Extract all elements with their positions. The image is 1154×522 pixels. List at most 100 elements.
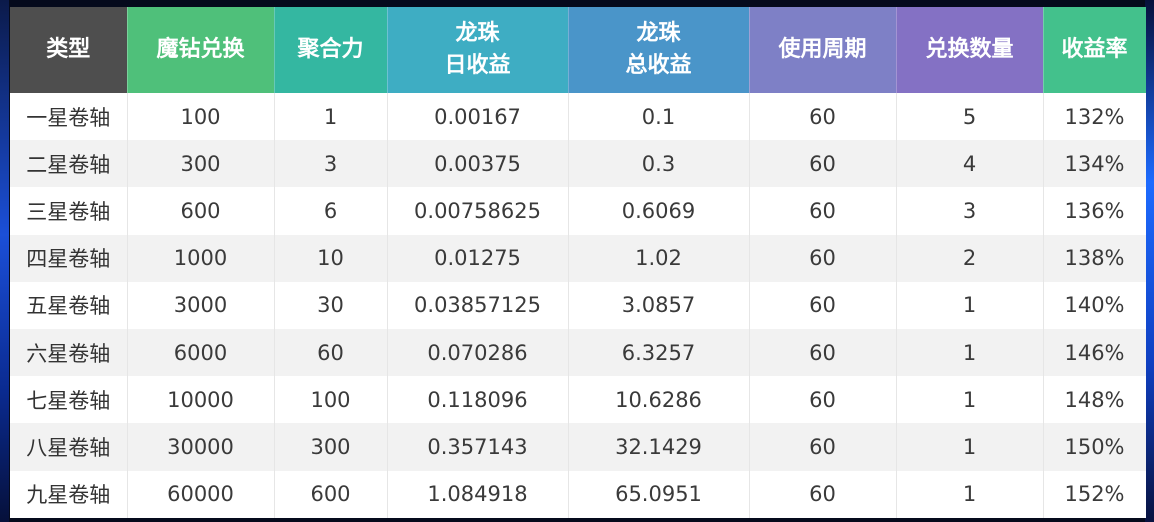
cell-type: 三星卷轴 [10,187,128,235]
header-longzhu-total-line2: 总收益 [625,53,692,78]
cell-usage-period: 60 [749,93,897,141]
header-usage-period-label: 使用周期 [778,37,867,62]
cell-type: 五星卷轴 [10,281,128,329]
cell-longzhu-daily: 0.00167 [387,93,569,141]
cell-type: 六星卷轴 [10,328,128,377]
cell-longzhu-total: 32.1429 [568,423,750,471]
cell-juhe-power: 6 [274,187,388,235]
cell-longzhu-daily: 0.070286 [387,328,569,377]
table-row: 四星卷轴 1000 10 0.01275 1.02 60 2 138% [10,234,1146,282]
scroll-exchange-table: 类型 魔钻兑换 聚合力 龙珠 日收益 龙珠 总收益 使用周期 [10,7,1146,518]
cell-type: 八星卷轴 [10,423,128,471]
cell-usage-period: 60 [749,187,897,235]
cell-longzhu-daily: 0.00758625 [387,187,569,235]
cell-juhe-power: 1 [274,93,388,141]
cell-exchange-count: 1 [896,328,1044,377]
cell-yield-rate: 150% [1043,423,1146,471]
cell-type: 四星卷轴 [10,234,128,282]
header-juhe-power: 聚合力 [274,7,388,93]
cell-usage-period: 60 [749,470,897,518]
cell-exchange-count: 1 [896,470,1044,518]
cell-juhe-power: 600 [274,470,388,518]
cell-mozuan-exchange: 1000 [127,234,275,282]
cell-yield-rate: 132% [1043,93,1146,141]
cell-longzhu-total: 0.6069 [568,187,750,235]
table-row: 三星卷轴 600 6 0.00758625 0.6069 60 3 136% [10,187,1146,235]
cell-yield-rate: 146% [1043,328,1146,377]
cell-yield-rate: 138% [1043,234,1146,282]
header-longzhu-daily: 龙珠 日收益 [387,7,569,93]
cell-mozuan-exchange: 10000 [127,376,275,424]
cell-juhe-power: 10 [274,234,388,282]
cell-usage-period: 60 [749,328,897,377]
cell-yield-rate: 136% [1043,187,1146,235]
cell-type: 七星卷轴 [10,376,128,424]
cell-longzhu-daily: 0.01275 [387,234,569,282]
header-exchange-count-label: 兑换数量 [925,37,1014,62]
cell-mozuan-exchange: 30000 [127,423,275,471]
cell-yield-rate: 152% [1043,470,1146,518]
cell-longzhu-total: 0.3 [568,140,750,188]
cell-longzhu-total: 0.1 [568,93,750,141]
cell-usage-period: 60 [749,423,897,471]
header-juhe-power-label: 聚合力 [297,37,364,62]
header-longzhu-daily-line2: 日收益 [444,53,511,78]
cell-juhe-power: 3 [274,140,388,188]
header-mozuan-exchange-label: 魔钻兑换 [156,37,245,62]
header-mozuan-exchange: 魔钻兑换 [127,7,275,93]
cell-yield-rate: 134% [1043,140,1146,188]
scroll-table-card: 类型 魔钻兑换 聚合力 龙珠 日收益 龙珠 总收益 使用周期 [10,7,1146,518]
cell-mozuan-exchange: 60000 [127,470,275,518]
header-exchange-count: 兑换数量 [896,7,1044,93]
table-row: 七星卷轴 10000 100 0.118096 10.6286 60 1 148% [10,376,1146,424]
table-header-row: 类型 魔钻兑换 聚合力 龙珠 日收益 龙珠 总收益 使用周期 [10,7,1146,93]
table-row: 八星卷轴 30000 300 0.357143 32.1429 60 1 150% [10,423,1146,471]
cell-mozuan-exchange: 6000 [127,328,275,377]
cell-longzhu-total: 65.0951 [568,470,750,518]
header-longzhu-total-line1: 龙珠 [636,21,681,46]
header-usage-period: 使用周期 [749,7,897,93]
cell-longzhu-daily: 0.118096 [387,376,569,424]
cell-longzhu-daily: 0.03857125 [387,281,569,329]
cell-usage-period: 60 [749,376,897,424]
table-row: 一星卷轴 100 1 0.00167 0.1 60 5 132% [10,93,1146,141]
cell-juhe-power: 300 [274,423,388,471]
cell-type: 九星卷轴 [10,470,128,518]
header-type: 类型 [10,7,128,93]
header-yield-rate-label: 收益率 [1061,37,1128,62]
cell-juhe-power: 30 [274,281,388,329]
cell-longzhu-total: 6.3257 [568,328,750,377]
table-row: 二星卷轴 300 3 0.00375 0.3 60 4 134% [10,140,1146,188]
cell-usage-period: 60 [749,234,897,282]
cell-mozuan-exchange: 100 [127,93,275,141]
cell-longzhu-daily: 0.00375 [387,140,569,188]
cell-juhe-power: 100 [274,376,388,424]
cell-yield-rate: 148% [1043,376,1146,424]
cell-juhe-power: 60 [274,328,388,377]
cell-exchange-count: 1 [896,281,1044,329]
background-light-streak-left [0,0,9,522]
cell-type: 二星卷轴 [10,140,128,188]
header-longzhu-total: 龙珠 总收益 [568,7,750,93]
header-longzhu-daily-line1: 龙珠 [455,21,500,46]
cell-longzhu-daily: 1.084918 [387,470,569,518]
cell-mozuan-exchange: 300 [127,140,275,188]
cell-longzhu-total: 1.02 [568,234,750,282]
header-type-label: 类型 [46,37,91,62]
table-row: 六星卷轴 6000 60 0.070286 6.3257 60 1 146% [10,328,1146,377]
cell-exchange-count: 3 [896,187,1044,235]
cell-mozuan-exchange: 3000 [127,281,275,329]
cell-exchange-count: 1 [896,423,1044,471]
cell-usage-period: 60 [749,281,897,329]
table-row: 五星卷轴 3000 30 0.03857125 3.0857 60 1 140% [10,281,1146,329]
header-yield-rate: 收益率 [1043,7,1146,93]
cell-mozuan-exchange: 600 [127,187,275,235]
cell-usage-period: 60 [749,140,897,188]
cell-exchange-count: 2 [896,234,1044,282]
background-light-streak-right [1145,0,1154,522]
table-row: 九星卷轴 60000 600 1.084918 65.0951 60 1 152% [10,470,1146,518]
cell-type: 一星卷轴 [10,93,128,141]
cell-exchange-count: 5 [896,93,1044,141]
cell-longzhu-total: 3.0857 [568,281,750,329]
cell-longzhu-total: 10.6286 [568,376,750,424]
